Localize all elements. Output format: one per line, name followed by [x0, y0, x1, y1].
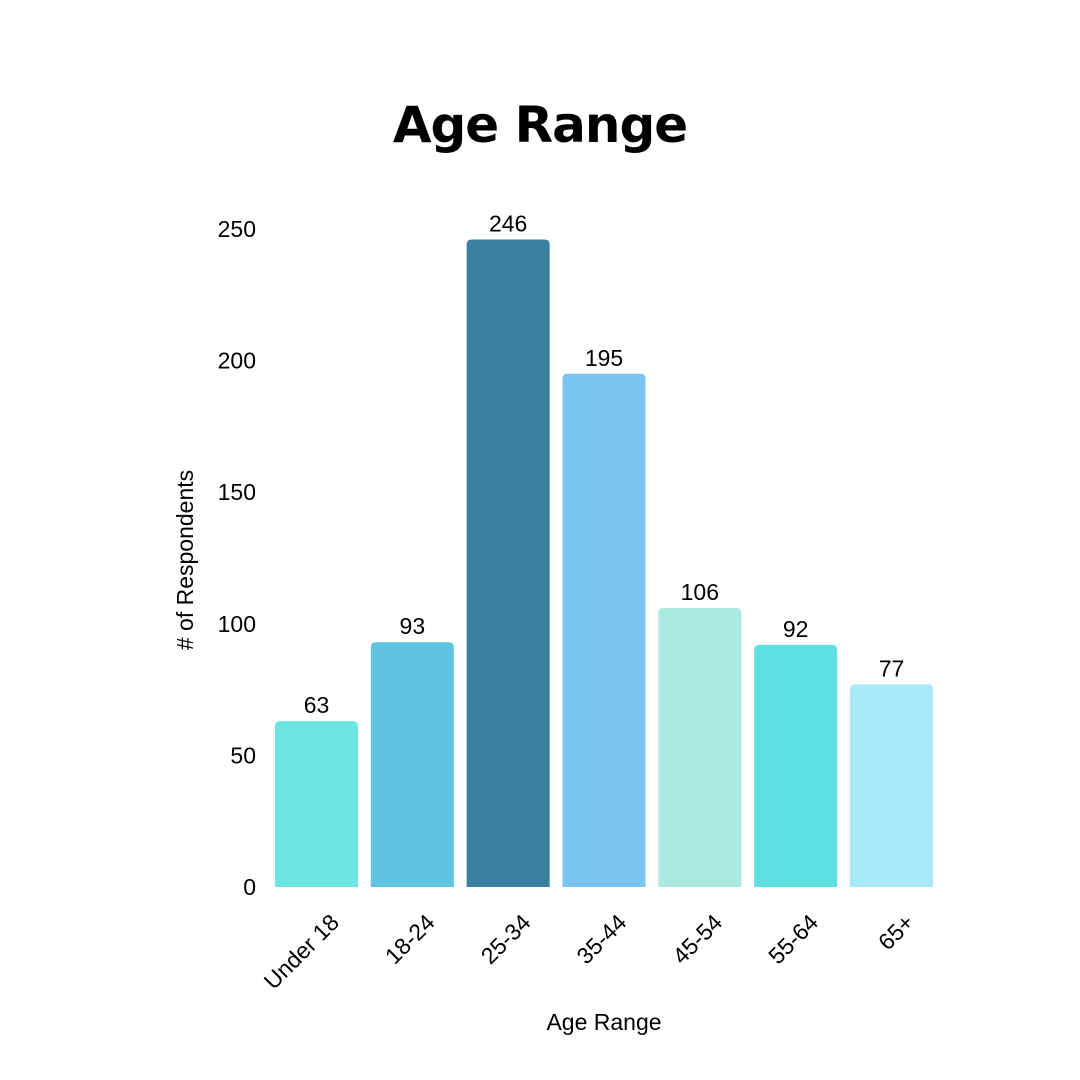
y-tick-label: 250: [218, 216, 256, 242]
data-labels-layer: 63 93 246 195 106 92 77: [304, 211, 905, 719]
data-label: 77: [879, 655, 905, 681]
x-tick-label: 35-44: [571, 909, 631, 969]
data-label: 246: [489, 211, 527, 237]
data-label: 106: [681, 579, 719, 605]
bar-35-44: [562, 373, 646, 887]
y-axis-ticks: 0 50 100 150 200 250: [218, 216, 256, 900]
x-tick-label: 25-34: [476, 909, 536, 969]
x-axis-title: Age Range: [546, 1009, 661, 1035]
bar-65-: [850, 684, 933, 887]
x-tick-label: 45-54: [667, 909, 727, 969]
y-tick-label: 200: [218, 348, 256, 374]
y-tick-label: 0: [243, 874, 256, 900]
data-label: 92: [783, 616, 809, 642]
x-tick-label: 65+: [873, 909, 919, 955]
chart-title: Age Range: [392, 96, 688, 154]
x-tick-label: 18-24: [380, 909, 440, 969]
y-tick-label: 100: [218, 611, 256, 637]
x-tick-label: 55-64: [763, 909, 823, 969]
x-tick-label: Under 18: [259, 909, 344, 994]
bar-under-18: [275, 721, 358, 887]
x-axis-ticks: Under 18 18-24 25-34 35-44 45-54 55-64 65+: [259, 909, 919, 994]
y-tick-label: 50: [230, 742, 256, 768]
data-label: 195: [585, 345, 623, 371]
data-label: 93: [400, 613, 426, 639]
bar-45-54: [658, 608, 742, 887]
bar-55-64: [754, 644, 838, 887]
bars-layer: [275, 239, 933, 887]
bar-25-34: [466, 239, 550, 887]
y-tick-label: 150: [218, 479, 256, 505]
bar-18-24: [370, 642, 454, 887]
y-axis-title: # of Respondents: [172, 470, 198, 650]
data-label: 63: [304, 692, 330, 718]
